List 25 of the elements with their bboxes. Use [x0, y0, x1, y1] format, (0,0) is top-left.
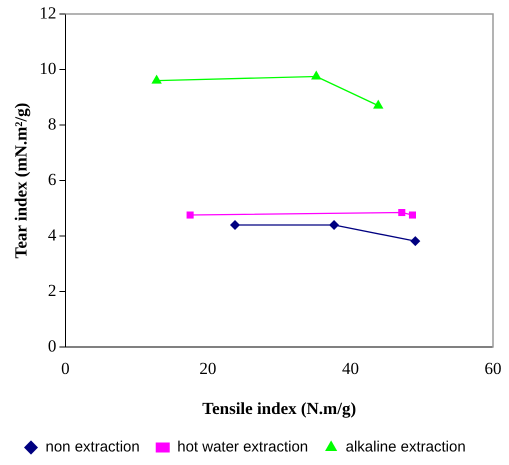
y-tick-label: 12	[39, 3, 56, 22]
y-tick-label: 8	[48, 114, 56, 134]
x-tick-label: 20	[199, 358, 216, 378]
point	[410, 236, 420, 246]
x-tick-label: 60	[484, 358, 502, 378]
y-tick-label: 4	[48, 226, 57, 245]
point	[230, 220, 240, 230]
point	[329, 220, 340, 230]
point	[408, 211, 416, 219]
point	[186, 211, 194, 219]
legend-label: alkaline extraction	[346, 438, 466, 456]
legend-label: non extraction	[46, 438, 140, 456]
x-tick-label: 40	[342, 358, 359, 378]
y-tick-label: 0	[48, 336, 56, 356]
x-axis-title: Tensile index (N.m/g)	[202, 399, 356, 418]
point	[151, 74, 162, 84]
x-tick-label: 0	[61, 358, 70, 378]
y-tick-label: 2	[48, 281, 56, 300]
point	[398, 208, 406, 216]
y-tick-label: 10	[39, 59, 56, 78]
point	[373, 100, 384, 109]
y-tick-label: 6	[48, 170, 56, 190]
legend-label: hot water extraction	[177, 438, 308, 456]
y-axis-title: Tear index (mN.m²/g)	[12, 102, 31, 258]
point	[311, 70, 322, 80]
